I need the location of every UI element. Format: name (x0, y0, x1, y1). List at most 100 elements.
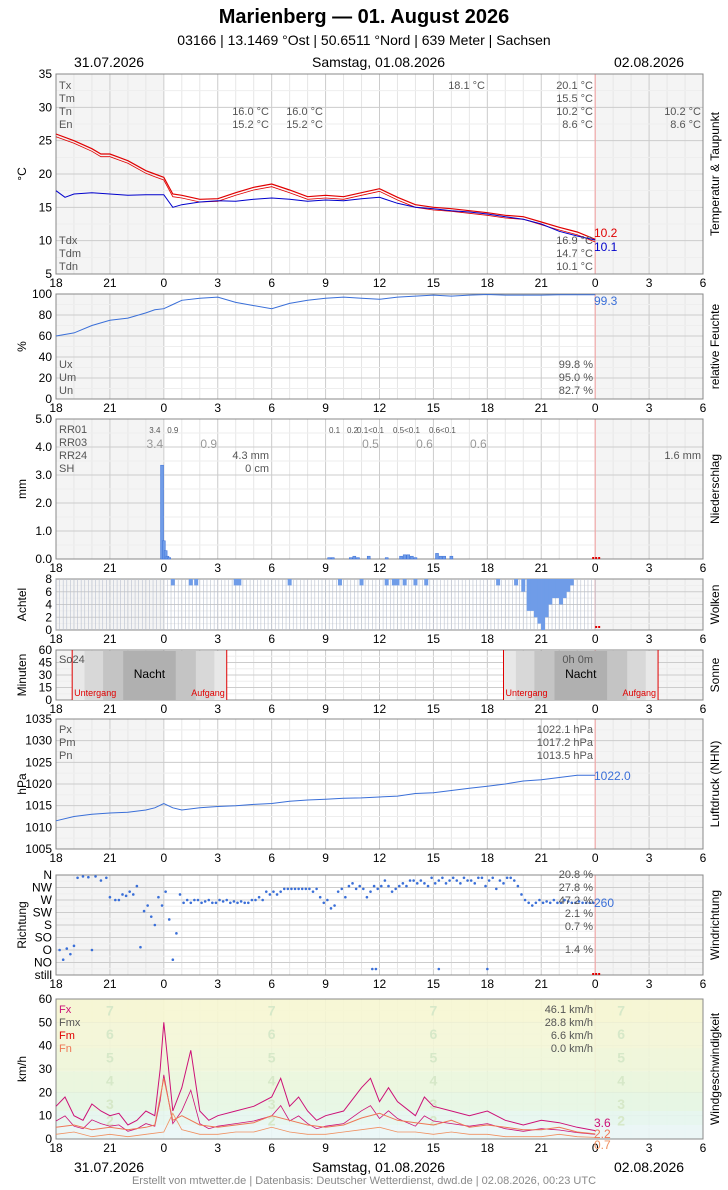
direction-point (379, 884, 383, 888)
x-tick-label: 18 (49, 276, 63, 290)
direction-point (124, 894, 128, 898)
y-tick-label: 10 (39, 234, 53, 248)
beaufort-number: 3 (617, 1096, 625, 1112)
panel-title: Sonne (708, 657, 722, 692)
direction-point (466, 879, 469, 882)
beaufort-number: 4 (430, 1073, 438, 1089)
direction-point (566, 900, 570, 903)
direction-point (257, 895, 261, 899)
panel-pressure (55, 718, 704, 850)
x-tick-label: 21 (103, 977, 117, 991)
x-tick-label: 6 (268, 401, 275, 415)
x-tick-label: 18 (49, 1141, 63, 1155)
direction-point (477, 876, 480, 880)
direction-point (164, 890, 167, 893)
wind-day-value: 28.8 km/h (545, 1017, 593, 1029)
direction-point (495, 887, 498, 891)
y-tick-label: 1035 (25, 712, 52, 726)
beaufort-number: 3 (430, 1096, 438, 1112)
y-tick-label: NO (34, 956, 52, 970)
humidity-line (55, 293, 596, 337)
direction-point (211, 901, 214, 905)
x-tick-label: 21 (535, 632, 549, 646)
direction-point (61, 958, 65, 962)
y-tick-label: 30 (39, 100, 53, 114)
direction-freq: 0.7 % (565, 921, 593, 933)
direction-point (415, 882, 419, 885)
precip-bar (163, 550, 168, 560)
cloud-bar (170, 579, 175, 586)
direction-point (282, 887, 286, 891)
direction-point (473, 882, 477, 885)
direction-point (394, 887, 397, 891)
x-tick-label: 9 (322, 851, 329, 865)
dew-day-value: 10.1 °C (556, 261, 593, 273)
pressure-last-value: 1022.0 (594, 769, 631, 783)
direction-point (462, 876, 466, 880)
temperature-line (55, 133, 596, 240)
direction-point (114, 898, 117, 902)
x-tick-label: 0 (160, 632, 167, 646)
x-tick-label: 3 (214, 632, 221, 646)
legend-pressure: Px (59, 724, 72, 736)
x-tick-label: 15 (427, 401, 441, 415)
x-tick-label: 0 (160, 276, 167, 290)
direction-point (545, 900, 548, 903)
dew-day-value: 16.9 °C (556, 235, 593, 247)
date-right-top: 02.08.2026 (614, 54, 685, 70)
cloud-bar (402, 579, 407, 586)
direction-point (444, 882, 448, 885)
direction-point (193, 898, 196, 902)
y-tick-label: 2.0 (35, 496, 52, 510)
direction-point (548, 901, 552, 905)
x-tick-label: 18 (481, 702, 495, 716)
direction-point (441, 876, 444, 880)
precip-bar (449, 555, 454, 560)
x-tick-label: 18 (481, 561, 495, 575)
x-tick-label: 21 (535, 851, 549, 865)
y-tick-label: 15 (39, 200, 53, 214)
precip-bar (399, 555, 403, 560)
y-tick-label: 0 (45, 693, 52, 707)
direction-point (72, 944, 76, 948)
x-tick-label: 12 (373, 977, 387, 991)
precip-marker (595, 557, 598, 559)
direction-point (541, 901, 545, 905)
temperature-line-min (55, 136, 596, 243)
y-tick-label: 40 (39, 350, 53, 364)
precip-bar (366, 555, 371, 560)
temp-annotation: 15.2 °C (232, 119, 269, 131)
legend-temp: En (59, 119, 72, 131)
dew-last-value: 10.1 (594, 240, 618, 254)
snow-height-value: 0 cm (245, 463, 269, 475)
x-tick-label: 18 (49, 401, 63, 415)
x-tick-label: 21 (535, 276, 549, 290)
legend-dew: Tdx (59, 235, 78, 247)
precip-bar (167, 557, 171, 560)
x-tick-label: 12 (373, 276, 387, 290)
legend-dew: Tdm (59, 248, 81, 260)
precip-bar (410, 555, 414, 560)
direction-point (437, 879, 441, 882)
x-tick-label: 3 (646, 276, 653, 290)
direction-point (90, 948, 94, 952)
direction-point (117, 898, 121, 902)
y-tick-label: 60 (39, 643, 53, 657)
panel-title: Windgeschwindigkeit (708, 1012, 722, 1125)
direction-point (358, 884, 362, 888)
x-tick-label: 6 (700, 702, 707, 716)
x-tick-label: 18 (49, 632, 63, 646)
x-tick-label: 18 (481, 977, 495, 991)
y-tick-label: 20 (39, 371, 53, 385)
beaufort-number: 6 (617, 1026, 625, 1042)
direction-point (308, 887, 311, 891)
direction-point (498, 879, 502, 882)
x-tick-label: 6 (700, 632, 707, 646)
direction-point (315, 887, 318, 891)
cloud-bar (526, 579, 531, 611)
direction-point (247, 901, 250, 905)
sunrise-label: Aufgang (191, 688, 225, 698)
y-tick-label: 5.0 (35, 412, 52, 426)
wind-last-gust: 3.6 (594, 1116, 611, 1130)
y-tick-label: 25 (39, 134, 53, 148)
